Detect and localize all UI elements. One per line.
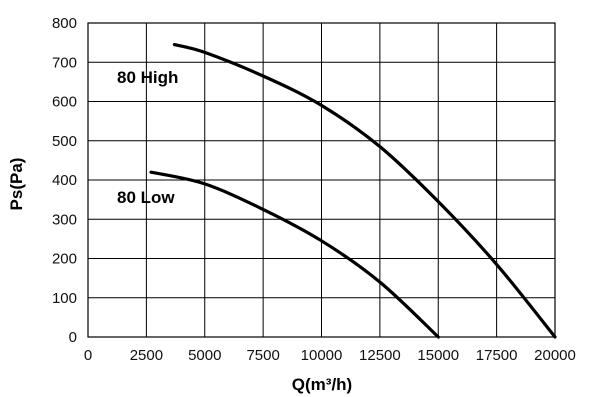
grid-lines	[88, 23, 555, 337]
y-tick-label: 700	[52, 54, 77, 71]
x-tick-label: 17500	[476, 347, 518, 364]
y-tick-label: 400	[52, 172, 77, 189]
series-labels: 80 High 80 Low	[117, 68, 178, 207]
x-tick-label: 2500	[130, 347, 163, 364]
x-tick-label: 15000	[417, 347, 459, 364]
series-label-low: 80 Low	[117, 188, 175, 207]
x-tick-label: 20000	[534, 347, 576, 364]
series-label-high: 80 High	[117, 68, 178, 87]
series-curves	[149, 43, 557, 339]
x-axis-title: Q(m³/h)	[292, 375, 352, 394]
series-line-low	[149, 170, 440, 339]
x-tick-label: 5000	[188, 347, 221, 364]
y-tick-label: 300	[52, 211, 77, 228]
x-tick-labels: 0 2500 5000 7500 10000 12500 15000 17500 20000	[84, 347, 576, 364]
x-tick-label: 0	[84, 347, 92, 364]
x-tick-label: 10000	[301, 347, 343, 364]
y-axis-title: Ps(Pa)	[7, 158, 26, 211]
x-tick-label: 7500	[246, 347, 279, 364]
y-tick-labels: 0 100 200 300 400 500 600 700 800	[52, 15, 77, 346]
y-tick-label: 600	[52, 94, 77, 111]
x-tick-label: 12500	[359, 347, 401, 364]
y-tick-label: 800	[52, 15, 77, 32]
y-tick-label: 200	[52, 251, 77, 268]
y-tick-label: 100	[52, 290, 77, 307]
y-tick-label: 0	[69, 329, 77, 346]
y-tick-label: 500	[52, 133, 77, 150]
series-line-high	[172, 43, 557, 339]
